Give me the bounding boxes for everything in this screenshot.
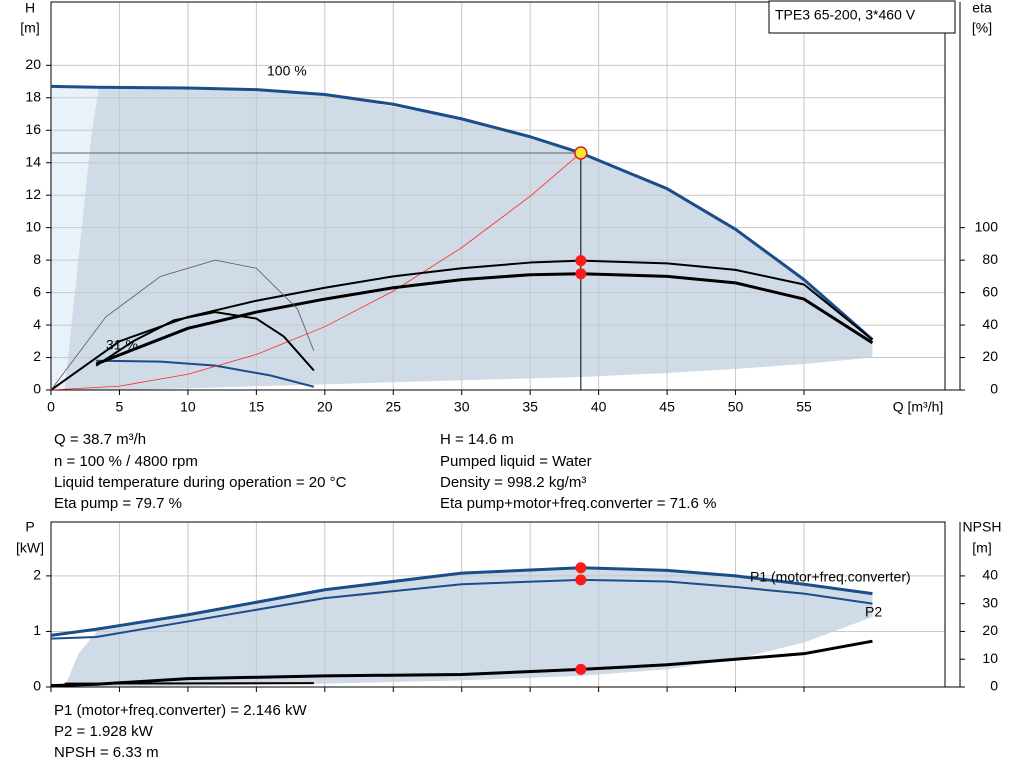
y-axis-label: [m]	[20, 20, 39, 36]
y-tick-label: 0	[33, 678, 41, 694]
x-axis-label: Q [m³/h]	[893, 399, 944, 415]
y2-tick-label: 80	[982, 251, 998, 267]
top-info: Q = 38.7 m³/h n = 100 % / 4800 rpm Liqui…	[54, 431, 716, 512]
y-tick-label: 4	[33, 316, 41, 332]
operating-area	[64, 87, 873, 390]
y-axis-label: H	[25, 0, 35, 16]
operating-point	[575, 663, 587, 675]
y-tick-label: 16	[25, 121, 41, 137]
info-text: H = 14.6 m	[440, 431, 514, 448]
curve-annotation: 100 %	[267, 63, 307, 79]
y2-tick-label: 20	[982, 348, 998, 364]
curve	[50, 639, 873, 688]
plot-frame	[50, 521, 946, 688]
operating-point	[575, 562, 587, 574]
info-text: NPSH = 6.33 m	[54, 744, 159, 761]
y-tick-label: 14	[25, 153, 41, 169]
info-text: Q = 38.7 m³/h	[54, 431, 146, 448]
y-tick-label: 2	[33, 567, 41, 583]
x-tick-label: 35	[522, 399, 538, 415]
y-tick-label: 1	[33, 622, 41, 638]
info-text: Density = 998.2 kg/m³	[440, 474, 586, 491]
bottom-info: P1 (motor+freq.converter) = 2.146 kW P2 …	[54, 702, 307, 761]
y2-tick-label: 40	[982, 316, 998, 332]
y2-tick-label: 0	[990, 678, 998, 694]
chart-title: TPE3 65-200, 3*460 V	[775, 7, 916, 23]
y-tick-label: 6	[33, 283, 41, 299]
y2-tick-label: 30	[982, 594, 998, 610]
y2-axis-label: NPSH	[963, 519, 1002, 535]
info-text: P1 (motor+freq.converter) = 2.146 kW	[54, 702, 307, 719]
x-tick-label: 15	[249, 399, 265, 415]
curve	[50, 84, 874, 341]
operating-point	[575, 268, 587, 280]
series-label: P1 (motor+freq.converter)	[750, 569, 911, 585]
curve	[50, 259, 315, 391]
y-tick-label: 2	[33, 348, 41, 364]
curve	[50, 152, 582, 391]
info-text: Pumped liquid = Water	[440, 453, 592, 470]
y-tick-label: 0	[33, 381, 41, 397]
y-axis-label: P	[25, 519, 34, 535]
y-tick-label: 8	[33, 251, 41, 267]
y-tick-label: 20	[25, 56, 41, 72]
info-text: n = 100 % / 4800 rpm	[54, 453, 198, 470]
y2-axis-label: [m]	[972, 540, 991, 556]
x-tick-label: 50	[728, 399, 744, 415]
curve	[95, 311, 315, 372]
operating-point	[575, 255, 587, 267]
y-axis-label: [kW]	[16, 540, 44, 556]
y2-tick-label: 10	[982, 650, 998, 666]
info-text: Liquid temperature during operation = 20…	[54, 474, 347, 491]
x-tick-label: 55	[796, 399, 812, 415]
x-tick-label: 25	[385, 399, 401, 415]
y2-tick-label: 60	[982, 283, 998, 299]
y-tick-label: 12	[25, 186, 41, 202]
curve-annotation: 31 %	[106, 337, 138, 353]
x-tick-label: 20	[317, 399, 333, 415]
curve	[64, 682, 314, 685]
x-tick-label: 10	[180, 399, 196, 415]
x-tick-label: 40	[591, 399, 607, 415]
x-tick-label: 45	[659, 399, 675, 415]
curve	[96, 359, 315, 388]
y2-axis-label: eta	[972, 0, 992, 16]
y2-axis-label: [%]	[972, 20, 992, 36]
x-label-bg	[886, 398, 950, 418]
y2-tick-label: 0	[990, 381, 998, 397]
x-tick-label: 0	[47, 399, 55, 415]
operating-point	[575, 574, 587, 586]
x-tick-label: 5	[116, 399, 124, 415]
curve	[50, 566, 873, 637]
title-box	[768, 0, 956, 34]
info-text: Eta pump = 79.7 %	[54, 495, 182, 512]
info-text: Eta pump+motor+freq.converter = 71.6 %	[440, 495, 716, 512]
y2-tick-label: 100	[975, 218, 999, 234]
plot-frame	[50, 1, 946, 391]
y-tick-label: 18	[25, 88, 41, 104]
operating-point	[574, 146, 588, 160]
curve	[95, 272, 874, 366]
y2-tick-label: 40	[982, 567, 998, 583]
operating-area	[64, 567, 873, 687]
x-tick-label: 30	[454, 399, 470, 415]
series-label: P2	[865, 604, 882, 620]
info-text: P2 = 1.928 kW	[54, 723, 154, 740]
curve	[50, 578, 873, 640]
y2-tick-label: 20	[982, 622, 998, 638]
y-tick-label: 10	[25, 218, 41, 234]
chart: 0 5 10 15 20 25 30 35 40 45 50 55 0 2 4 6 8 10 12 14 16 18 20 0…	[20, 0, 998, 418]
